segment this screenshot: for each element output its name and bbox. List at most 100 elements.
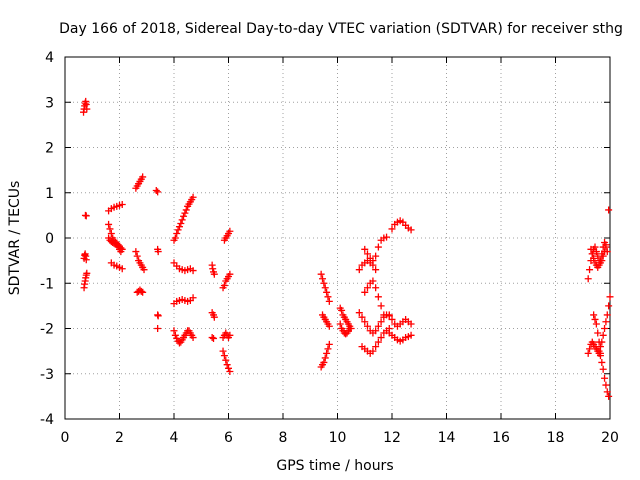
data-point (154, 325, 162, 332)
data-point (590, 311, 598, 319)
data-point (139, 173, 147, 181)
data-point (323, 288, 331, 296)
data-point (584, 275, 592, 283)
data-point (592, 320, 600, 328)
data-point (601, 374, 609, 382)
data-point (106, 225, 114, 233)
data-point (177, 220, 185, 228)
data-point (603, 311, 611, 319)
data-point (372, 343, 380, 351)
data-point (590, 254, 598, 262)
data-point (374, 338, 382, 346)
grid-lines (65, 57, 610, 419)
data-point (346, 325, 354, 332)
data-point (171, 234, 179, 242)
data-point (363, 284, 371, 292)
data-point (602, 381, 610, 389)
data-point (596, 257, 604, 265)
data-point (225, 364, 232, 372)
data-point (372, 266, 380, 274)
data-point (588, 250, 596, 258)
data-point (383, 233, 391, 241)
data-point (602, 318, 610, 326)
x-axis-label: GPS time / hours (276, 458, 393, 474)
data-point (107, 229, 115, 237)
data-point (140, 266, 148, 274)
y-tick-label: 4 (45, 50, 54, 66)
data-point (598, 358, 606, 366)
data-point (226, 367, 234, 375)
data-point (388, 225, 396, 233)
data-point (596, 343, 604, 351)
data-point (180, 212, 188, 220)
data-point (377, 302, 385, 310)
data-point (181, 209, 189, 217)
data-point (374, 322, 382, 330)
data-point (369, 277, 377, 285)
data-point (319, 275, 327, 283)
data-point (603, 248, 611, 256)
data-point (591, 243, 599, 251)
data-point (598, 338, 606, 346)
data-point (363, 322, 371, 330)
data-point (154, 188, 162, 196)
data-point (606, 293, 614, 301)
data-point (355, 266, 363, 274)
data-point (220, 352, 228, 360)
data-point (223, 361, 231, 369)
x-tick-label: 4 (170, 430, 179, 446)
data-point (361, 288, 369, 296)
x-tick-label: 16 (492, 430, 510, 446)
x-tick-label: 18 (547, 430, 565, 446)
data-point (377, 334, 385, 342)
chart-title: Day 166 of 2018, Sidereal Day-to-day VTE… (59, 21, 623, 37)
data-point (189, 267, 197, 275)
data-point (320, 358, 328, 366)
x-tick-label: 14 (438, 430, 456, 446)
data-point (317, 270, 325, 278)
data-point (105, 220, 113, 228)
data-point (117, 248, 125, 256)
data-point (377, 318, 385, 326)
data-point (118, 265, 126, 273)
data-point (595, 347, 603, 355)
x-axis: 0 2 4 6 8 10 12 14 16 18 20 (61, 57, 619, 446)
data-point (361, 318, 369, 326)
data-point (586, 345, 594, 353)
data-point (219, 347, 227, 355)
data-point (189, 334, 197, 342)
data-point (407, 226, 415, 234)
data-point (599, 331, 607, 339)
data-point (584, 349, 592, 357)
y-tick-label: 0 (45, 231, 54, 247)
y-tick-label: -1 (40, 276, 54, 292)
data-point (336, 320, 344, 328)
x-tick-label: 2 (115, 430, 124, 446)
y-tick-label: 1 (45, 186, 54, 202)
data-point (369, 347, 377, 355)
data-point (209, 265, 217, 273)
data-point (374, 293, 382, 301)
data-point (132, 248, 140, 256)
data-point (139, 288, 147, 296)
data-point (601, 325, 609, 332)
data-point (374, 243, 382, 251)
data-point (592, 248, 600, 256)
data-point (210, 270, 218, 278)
data-point (320, 279, 328, 287)
data-point (208, 334, 216, 342)
x-tick-label: 0 (61, 430, 70, 446)
data-point (118, 201, 126, 209)
y-axis: -4 -3 -2 -1 0 1 2 3 4 (40, 50, 610, 428)
data-point (325, 322, 333, 330)
data-point (171, 331, 179, 339)
data-point (388, 315, 396, 323)
y-tick-label: -4 (40, 412, 54, 428)
data-point (83, 269, 91, 277)
data-point (324, 293, 332, 301)
data-point (325, 297, 333, 305)
data-point (591, 315, 599, 323)
data-point (358, 313, 366, 321)
data-point (323, 349, 331, 357)
